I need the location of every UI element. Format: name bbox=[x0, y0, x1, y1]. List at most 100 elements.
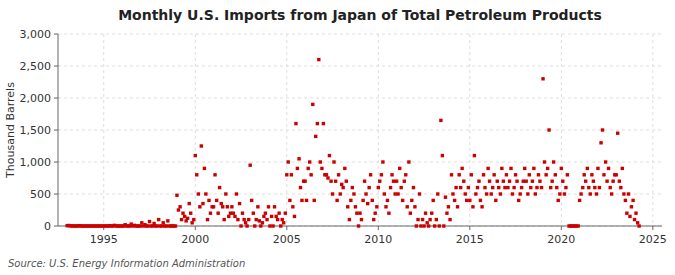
point bbox=[201, 202, 204, 205]
tick-label: 500 bbox=[30, 188, 51, 201]
point bbox=[490, 192, 493, 195]
point bbox=[212, 205, 215, 208]
point bbox=[450, 173, 453, 176]
point bbox=[607, 167, 610, 170]
point bbox=[288, 199, 291, 202]
point bbox=[473, 154, 476, 157]
point bbox=[404, 173, 407, 176]
point bbox=[181, 212, 184, 215]
point bbox=[213, 173, 216, 176]
point bbox=[341, 186, 344, 189]
title: Monthly U.S. Imports from Japan of Total… bbox=[118, 7, 602, 23]
grid-line bbox=[58, 194, 662, 195]
point bbox=[442, 224, 445, 227]
point bbox=[277, 212, 280, 215]
point bbox=[313, 199, 316, 202]
point bbox=[390, 173, 393, 176]
grid-line bbox=[469, 34, 470, 226]
point bbox=[605, 180, 608, 183]
point bbox=[427, 224, 430, 227]
point bbox=[590, 173, 593, 176]
annotation: Source: U.S. Energy Information Administ… bbox=[8, 258, 245, 269]
point bbox=[160, 224, 163, 227]
point bbox=[284, 212, 287, 215]
point bbox=[524, 180, 527, 183]
point bbox=[497, 186, 500, 189]
point bbox=[255, 218, 258, 221]
tick-label: 2015 bbox=[456, 233, 484, 246]
point bbox=[465, 199, 468, 202]
point bbox=[371, 199, 374, 202]
point bbox=[492, 173, 495, 176]
point bbox=[636, 221, 639, 224]
point bbox=[615, 173, 618, 176]
point bbox=[195, 173, 198, 176]
point bbox=[459, 186, 462, 189]
point bbox=[236, 218, 239, 221]
tick-mark bbox=[378, 226, 379, 230]
point bbox=[499, 192, 502, 195]
point bbox=[287, 160, 290, 163]
point bbox=[587, 186, 590, 189]
point bbox=[188, 202, 191, 205]
point bbox=[522, 180, 525, 183]
point bbox=[564, 186, 567, 189]
point bbox=[534, 192, 537, 195]
grid-line bbox=[378, 34, 379, 226]
point bbox=[532, 167, 535, 170]
point bbox=[581, 186, 584, 189]
point bbox=[352, 192, 355, 195]
point bbox=[274, 215, 277, 218]
tick-mark bbox=[54, 66, 58, 67]
point bbox=[268, 224, 271, 227]
point bbox=[380, 173, 383, 176]
tick-label: 2,500 bbox=[20, 60, 52, 73]
point bbox=[226, 205, 229, 208]
point bbox=[589, 192, 592, 195]
tick-mark bbox=[652, 226, 653, 230]
point bbox=[595, 192, 598, 195]
point bbox=[601, 128, 604, 131]
point bbox=[491, 186, 494, 189]
point bbox=[311, 103, 314, 106]
point bbox=[177, 208, 180, 211]
point bbox=[633, 218, 636, 221]
point bbox=[221, 205, 224, 208]
point bbox=[358, 212, 361, 215]
point bbox=[332, 160, 335, 163]
point bbox=[619, 186, 622, 189]
point bbox=[197, 192, 200, 195]
point bbox=[245, 224, 248, 227]
point bbox=[204, 192, 207, 195]
point bbox=[543, 160, 546, 163]
point bbox=[528, 173, 531, 176]
point bbox=[378, 180, 381, 183]
point bbox=[610, 192, 613, 195]
point bbox=[389, 186, 392, 189]
point bbox=[637, 224, 640, 227]
point bbox=[305, 199, 308, 202]
point bbox=[377, 186, 380, 189]
point bbox=[563, 192, 566, 195]
point bbox=[363, 180, 366, 183]
point bbox=[309, 173, 312, 176]
point bbox=[270, 215, 273, 218]
point bbox=[220, 202, 223, 205]
point bbox=[360, 218, 363, 221]
point bbox=[349, 199, 352, 202]
point bbox=[282, 221, 285, 224]
point bbox=[439, 119, 442, 122]
point bbox=[560, 167, 563, 170]
point bbox=[216, 212, 219, 215]
point bbox=[241, 212, 244, 215]
point bbox=[328, 154, 331, 157]
point bbox=[165, 224, 168, 227]
point bbox=[140, 221, 143, 224]
grid-line bbox=[103, 34, 104, 226]
point bbox=[224, 192, 227, 195]
point bbox=[203, 167, 206, 170]
point bbox=[139, 224, 142, 227]
point bbox=[320, 167, 323, 170]
point bbox=[436, 192, 439, 195]
point bbox=[174, 224, 177, 227]
